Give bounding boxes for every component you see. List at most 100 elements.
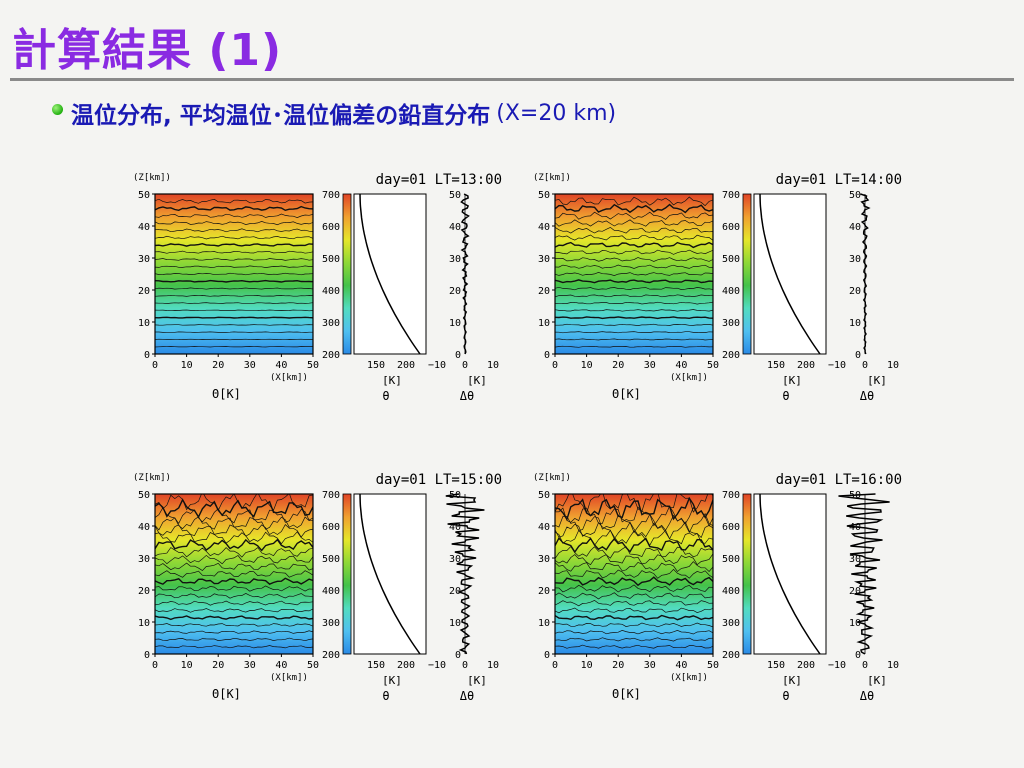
x-tick-label: 40 [275, 660, 287, 671]
z-tick-label: 20 [538, 586, 550, 597]
contour-line [555, 599, 713, 607]
x-tick-label: 0 [152, 660, 158, 671]
contour-line [555, 264, 713, 269]
theta-deviation-profile [460, 193, 470, 355]
z-tick-label: 20 [138, 286, 150, 297]
dev-z-tick-label: 30 [849, 254, 861, 265]
contour-line [155, 331, 313, 333]
unit-label: [K] [782, 374, 802, 387]
contour-line [555, 614, 713, 621]
contour-line [555, 294, 713, 298]
x-tick-label: 20 [612, 360, 624, 371]
dev-z-tick-label: 20 [449, 286, 461, 297]
contour-line [155, 623, 313, 627]
dev-tick-label: 0 [462, 660, 468, 671]
colorbar-tick-label: 700 [322, 490, 340, 501]
contour-line [555, 219, 713, 227]
contour-line [155, 593, 313, 599]
contour-line [555, 607, 713, 614]
contour-line [555, 553, 713, 566]
colorbar-tick-label: 700 [722, 190, 740, 201]
contour-line [555, 249, 713, 255]
x-axis-label: (X[km]) [670, 673, 708, 683]
contour-line [555, 644, 713, 649]
z-axis-label: (Z[km]) [533, 173, 571, 183]
dev-tick-label: 0 [462, 360, 468, 371]
z-tick-label: 50 [538, 190, 550, 201]
contour-line [555, 584, 713, 593]
colorbar-tick-label: 500 [722, 554, 740, 565]
contour-line [155, 265, 313, 268]
theta-contour-plot [555, 494, 713, 654]
panel-header: day=01 LT=16:00 [776, 472, 902, 488]
contour-line [555, 505, 713, 527]
contour-line [155, 309, 313, 312]
contour-line [155, 294, 313, 297]
dev-z-tick-label: 10 [849, 618, 861, 629]
contour-line [155, 498, 313, 519]
dev-z-tick-label: 20 [449, 586, 461, 597]
mean-theta-label: θ [782, 389, 789, 403]
mean-theta-profile [759, 493, 821, 655]
dev-tick-label: 10 [487, 360, 499, 371]
title-divider [10, 78, 1014, 81]
dev-z-tick-label: 50 [849, 190, 861, 201]
contour-line [155, 538, 313, 552]
z-tick-label: 30 [538, 554, 550, 565]
z-tick-label: 40 [138, 522, 150, 533]
colorbar-tick-label: 400 [722, 286, 740, 297]
colorbar-tick-label: 300 [722, 318, 740, 329]
z-tick-label: 20 [138, 586, 150, 597]
contour-line [155, 506, 313, 525]
dev-z-tick-label: 0 [855, 350, 861, 361]
contour-line [155, 585, 313, 592]
panel-lt1300: day=01 LT=13:00 (Z[km]) 0 10 20 30 40 50 0 10 20 30… [130, 166, 510, 406]
dev-z-tick-label: 10 [449, 618, 461, 629]
dev-tick-label: 10 [887, 360, 899, 371]
contour-line [155, 600, 313, 606]
x-tick-label: 40 [675, 660, 687, 671]
dev-z-tick-label: 40 [449, 522, 461, 533]
colorbar-tick-label: 600 [722, 522, 740, 533]
contour-line [155, 577, 313, 586]
contour-line [155, 346, 313, 348]
dtheta-label: Δθ [860, 389, 874, 403]
contour-line [555, 622, 713, 628]
mean-tick-label: 200 [797, 360, 815, 371]
unit-label: [K] [382, 374, 402, 387]
colorbar-tick-label: 400 [322, 286, 340, 297]
dev-z-tick-label: 0 [455, 350, 461, 361]
theta-deviation-profile [838, 493, 890, 655]
panel-header: day=01 LT=13:00 [376, 172, 502, 188]
theta-deviation-profile [445, 493, 485, 655]
unit-label: [K] [467, 674, 487, 687]
x-tick-label: 0 [152, 360, 158, 371]
dev-z-tick-label: 10 [849, 318, 861, 329]
dev-z-tick-label: 50 [449, 490, 461, 501]
dev-z-tick-label: 50 [449, 190, 461, 201]
contour-line [555, 272, 713, 276]
contour-line [155, 242, 313, 247]
dev-z-tick-label: 30 [449, 554, 461, 565]
contour-line [155, 228, 313, 233]
dev-tick-label: 0 [862, 660, 868, 671]
colorbar [742, 493, 752, 655]
contour-line [155, 645, 313, 649]
contour-line [555, 323, 713, 326]
contour-line [555, 545, 713, 559]
z-tick-label: 10 [538, 318, 550, 329]
z-tick-label: 10 [138, 618, 150, 629]
panel-lt1400: day=01 LT=14:00 (Z[km]) 0 10 20 30 40 50 0 10 20 30… [530, 166, 910, 406]
x-tick-label: 10 [581, 360, 593, 371]
dev-tick-label: −10 [428, 360, 446, 371]
panel-lt1500: day=01 LT=15:00 (Z[km]) 0 10 20 30 40 50 0 10 20 30… [130, 466, 510, 706]
bullet-item: 温位分布, 平均温位･温位偏差の鉛直分布 (X=20 km) [52, 96, 616, 130]
dev-tick-label: 0 [862, 360, 868, 371]
contour-line [155, 302, 313, 304]
contour-line [155, 554, 313, 565]
contour-line [155, 221, 313, 226]
colorbar-tick-label: 300 [322, 318, 340, 329]
